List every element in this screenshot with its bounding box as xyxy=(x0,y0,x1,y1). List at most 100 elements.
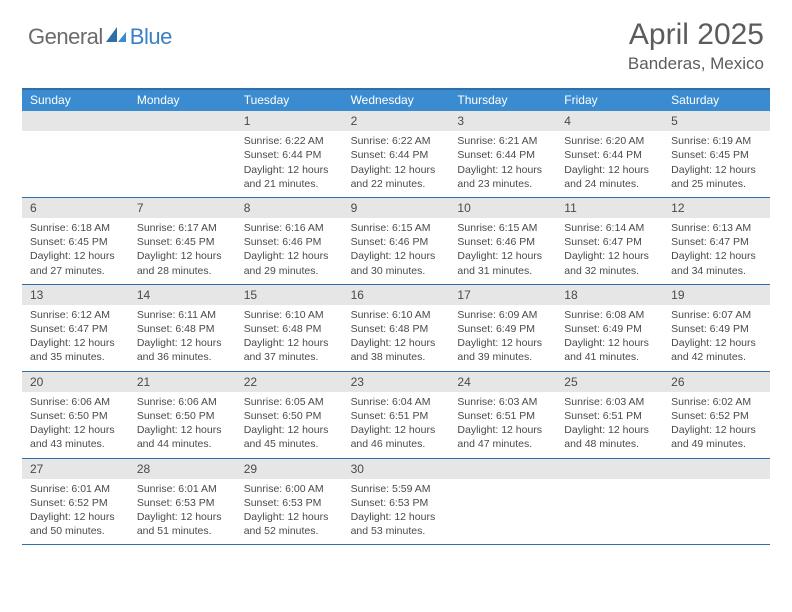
day-number: 29 xyxy=(236,459,343,479)
day-info-line: and 36 minutes. xyxy=(137,350,230,364)
brand-logo: General Blue xyxy=(28,24,172,50)
day-info-line: Sunrise: 6:11 AM xyxy=(137,308,230,322)
day-info-line: and 45 minutes. xyxy=(244,437,337,451)
day-number xyxy=(556,459,663,479)
day-number: 26 xyxy=(663,372,770,392)
day-info-line: and 30 minutes. xyxy=(351,264,444,278)
day-cell: 19Sunrise: 6:07 AMSunset: 6:49 PMDayligh… xyxy=(663,285,770,371)
day-info-line: and 49 minutes. xyxy=(671,437,764,451)
day-info-line: Sunrise: 6:13 AM xyxy=(671,221,764,235)
day-number: 8 xyxy=(236,198,343,218)
day-info-line: and 53 minutes. xyxy=(351,524,444,538)
title-block: April 2025 Banderas, Mexico xyxy=(628,18,764,74)
day-info-line: and 39 minutes. xyxy=(457,350,550,364)
day-cell: 17Sunrise: 6:09 AMSunset: 6:49 PMDayligh… xyxy=(449,285,556,371)
day-info-line: Daylight: 12 hours xyxy=(244,510,337,524)
day-cell xyxy=(22,111,129,197)
day-info-line: Daylight: 12 hours xyxy=(457,423,550,437)
day-info-line: and 41 minutes. xyxy=(564,350,657,364)
day-cell: 27Sunrise: 6:01 AMSunset: 6:52 PMDayligh… xyxy=(22,459,129,545)
day-info-line: and 23 minutes. xyxy=(457,177,550,191)
day-cell: 29Sunrise: 6:00 AMSunset: 6:53 PMDayligh… xyxy=(236,459,343,545)
weekday-header-cell: Sunday xyxy=(22,90,129,111)
day-info-line: Daylight: 12 hours xyxy=(671,163,764,177)
day-cell: 7Sunrise: 6:17 AMSunset: 6:45 PMDaylight… xyxy=(129,198,236,284)
day-info-line: Daylight: 12 hours xyxy=(137,336,230,350)
day-info-line: Sunrise: 5:59 AM xyxy=(351,482,444,496)
day-info-line: and 43 minutes. xyxy=(30,437,123,451)
day-info-line: Sunset: 6:50 PM xyxy=(137,409,230,423)
day-cell: 1Sunrise: 6:22 AMSunset: 6:44 PMDaylight… xyxy=(236,111,343,197)
week-row: 13Sunrise: 6:12 AMSunset: 6:47 PMDayligh… xyxy=(22,285,770,372)
day-info-line: Sunset: 6:45 PM xyxy=(30,235,123,249)
day-info-line: Sunrise: 6:10 AM xyxy=(244,308,337,322)
day-info-line: and 29 minutes. xyxy=(244,264,337,278)
day-info-line: Daylight: 12 hours xyxy=(564,163,657,177)
day-info-line: and 35 minutes. xyxy=(30,350,123,364)
day-info-line: Sunset: 6:46 PM xyxy=(351,235,444,249)
day-info-line: Daylight: 12 hours xyxy=(244,423,337,437)
day-cell xyxy=(129,111,236,197)
day-info-line: Sunrise: 6:22 AM xyxy=(244,134,337,148)
day-info-line: Sunset: 6:48 PM xyxy=(137,322,230,336)
day-info-line: Sunrise: 6:16 AM xyxy=(244,221,337,235)
day-number: 20 xyxy=(22,372,129,392)
day-info-line: and 22 minutes. xyxy=(351,177,444,191)
day-info-line: Sunrise: 6:10 AM xyxy=(351,308,444,322)
day-cell xyxy=(449,459,556,545)
day-number: 30 xyxy=(343,459,450,479)
month-title: April 2025 xyxy=(628,18,764,52)
day-info-line: Sunrise: 6:02 AM xyxy=(671,395,764,409)
day-info-line: Daylight: 12 hours xyxy=(244,336,337,350)
day-cell: 22Sunrise: 6:05 AMSunset: 6:50 PMDayligh… xyxy=(236,372,343,458)
day-cell: 9Sunrise: 6:15 AMSunset: 6:46 PMDaylight… xyxy=(343,198,450,284)
day-cell: 15Sunrise: 6:10 AMSunset: 6:48 PMDayligh… xyxy=(236,285,343,371)
day-info-line: Sunset: 6:44 PM xyxy=(457,148,550,162)
day-number xyxy=(129,111,236,131)
day-number: 25 xyxy=(556,372,663,392)
day-info-line: Sunset: 6:45 PM xyxy=(137,235,230,249)
day-info-line: Daylight: 12 hours xyxy=(30,423,123,437)
day-cell: 25Sunrise: 6:03 AMSunset: 6:51 PMDayligh… xyxy=(556,372,663,458)
day-cell xyxy=(556,459,663,545)
day-number: 17 xyxy=(449,285,556,305)
day-info-line: and 51 minutes. xyxy=(137,524,230,538)
day-info-line: Sunrise: 6:01 AM xyxy=(137,482,230,496)
day-info-line: Sunrise: 6:19 AM xyxy=(671,134,764,148)
day-info-line: Sunrise: 6:04 AM xyxy=(351,395,444,409)
day-info-line: Daylight: 12 hours xyxy=(457,163,550,177)
day-info-line: Daylight: 12 hours xyxy=(564,249,657,263)
day-info-line: Daylight: 12 hours xyxy=(351,249,444,263)
day-info-line: Sunset: 6:53 PM xyxy=(351,496,444,510)
day-info-line: Daylight: 12 hours xyxy=(30,249,123,263)
calendar-grid: SundayMondayTuesdayWednesdayThursdayFrid… xyxy=(22,88,770,545)
day-info-line: Daylight: 12 hours xyxy=(351,423,444,437)
day-info-line: and 24 minutes. xyxy=(564,177,657,191)
day-info-line: and 47 minutes. xyxy=(457,437,550,451)
day-info-line: Sunset: 6:44 PM xyxy=(244,148,337,162)
weekday-header-cell: Friday xyxy=(556,90,663,111)
day-cell: 21Sunrise: 6:06 AMSunset: 6:50 PMDayligh… xyxy=(129,372,236,458)
day-number: 11 xyxy=(556,198,663,218)
day-info-line: Sunrise: 6:18 AM xyxy=(30,221,123,235)
day-info-line: Sunrise: 6:15 AM xyxy=(457,221,550,235)
day-number: 5 xyxy=(663,111,770,131)
day-info-line: Daylight: 12 hours xyxy=(30,510,123,524)
day-cell: 23Sunrise: 6:04 AMSunset: 6:51 PMDayligh… xyxy=(343,372,450,458)
day-info-line: Sunrise: 6:08 AM xyxy=(564,308,657,322)
day-info-line: Daylight: 12 hours xyxy=(137,249,230,263)
page-header: General Blue April 2025 Banderas, Mexico xyxy=(0,0,792,82)
day-number xyxy=(22,111,129,131)
week-row: 20Sunrise: 6:06 AMSunset: 6:50 PMDayligh… xyxy=(22,372,770,459)
day-number: 12 xyxy=(663,198,770,218)
day-cell: 2Sunrise: 6:22 AMSunset: 6:44 PMDaylight… xyxy=(343,111,450,197)
weekday-header-cell: Monday xyxy=(129,90,236,111)
day-number: 22 xyxy=(236,372,343,392)
day-cell: 4Sunrise: 6:20 AMSunset: 6:44 PMDaylight… xyxy=(556,111,663,197)
location-label: Banderas, Mexico xyxy=(628,54,764,74)
day-cell: 6Sunrise: 6:18 AMSunset: 6:45 PMDaylight… xyxy=(22,198,129,284)
day-info-line: and 52 minutes. xyxy=(244,524,337,538)
day-info-line: Daylight: 12 hours xyxy=(137,423,230,437)
day-info-line: Sunset: 6:52 PM xyxy=(671,409,764,423)
day-info-line: Sunrise: 6:20 AM xyxy=(564,134,657,148)
